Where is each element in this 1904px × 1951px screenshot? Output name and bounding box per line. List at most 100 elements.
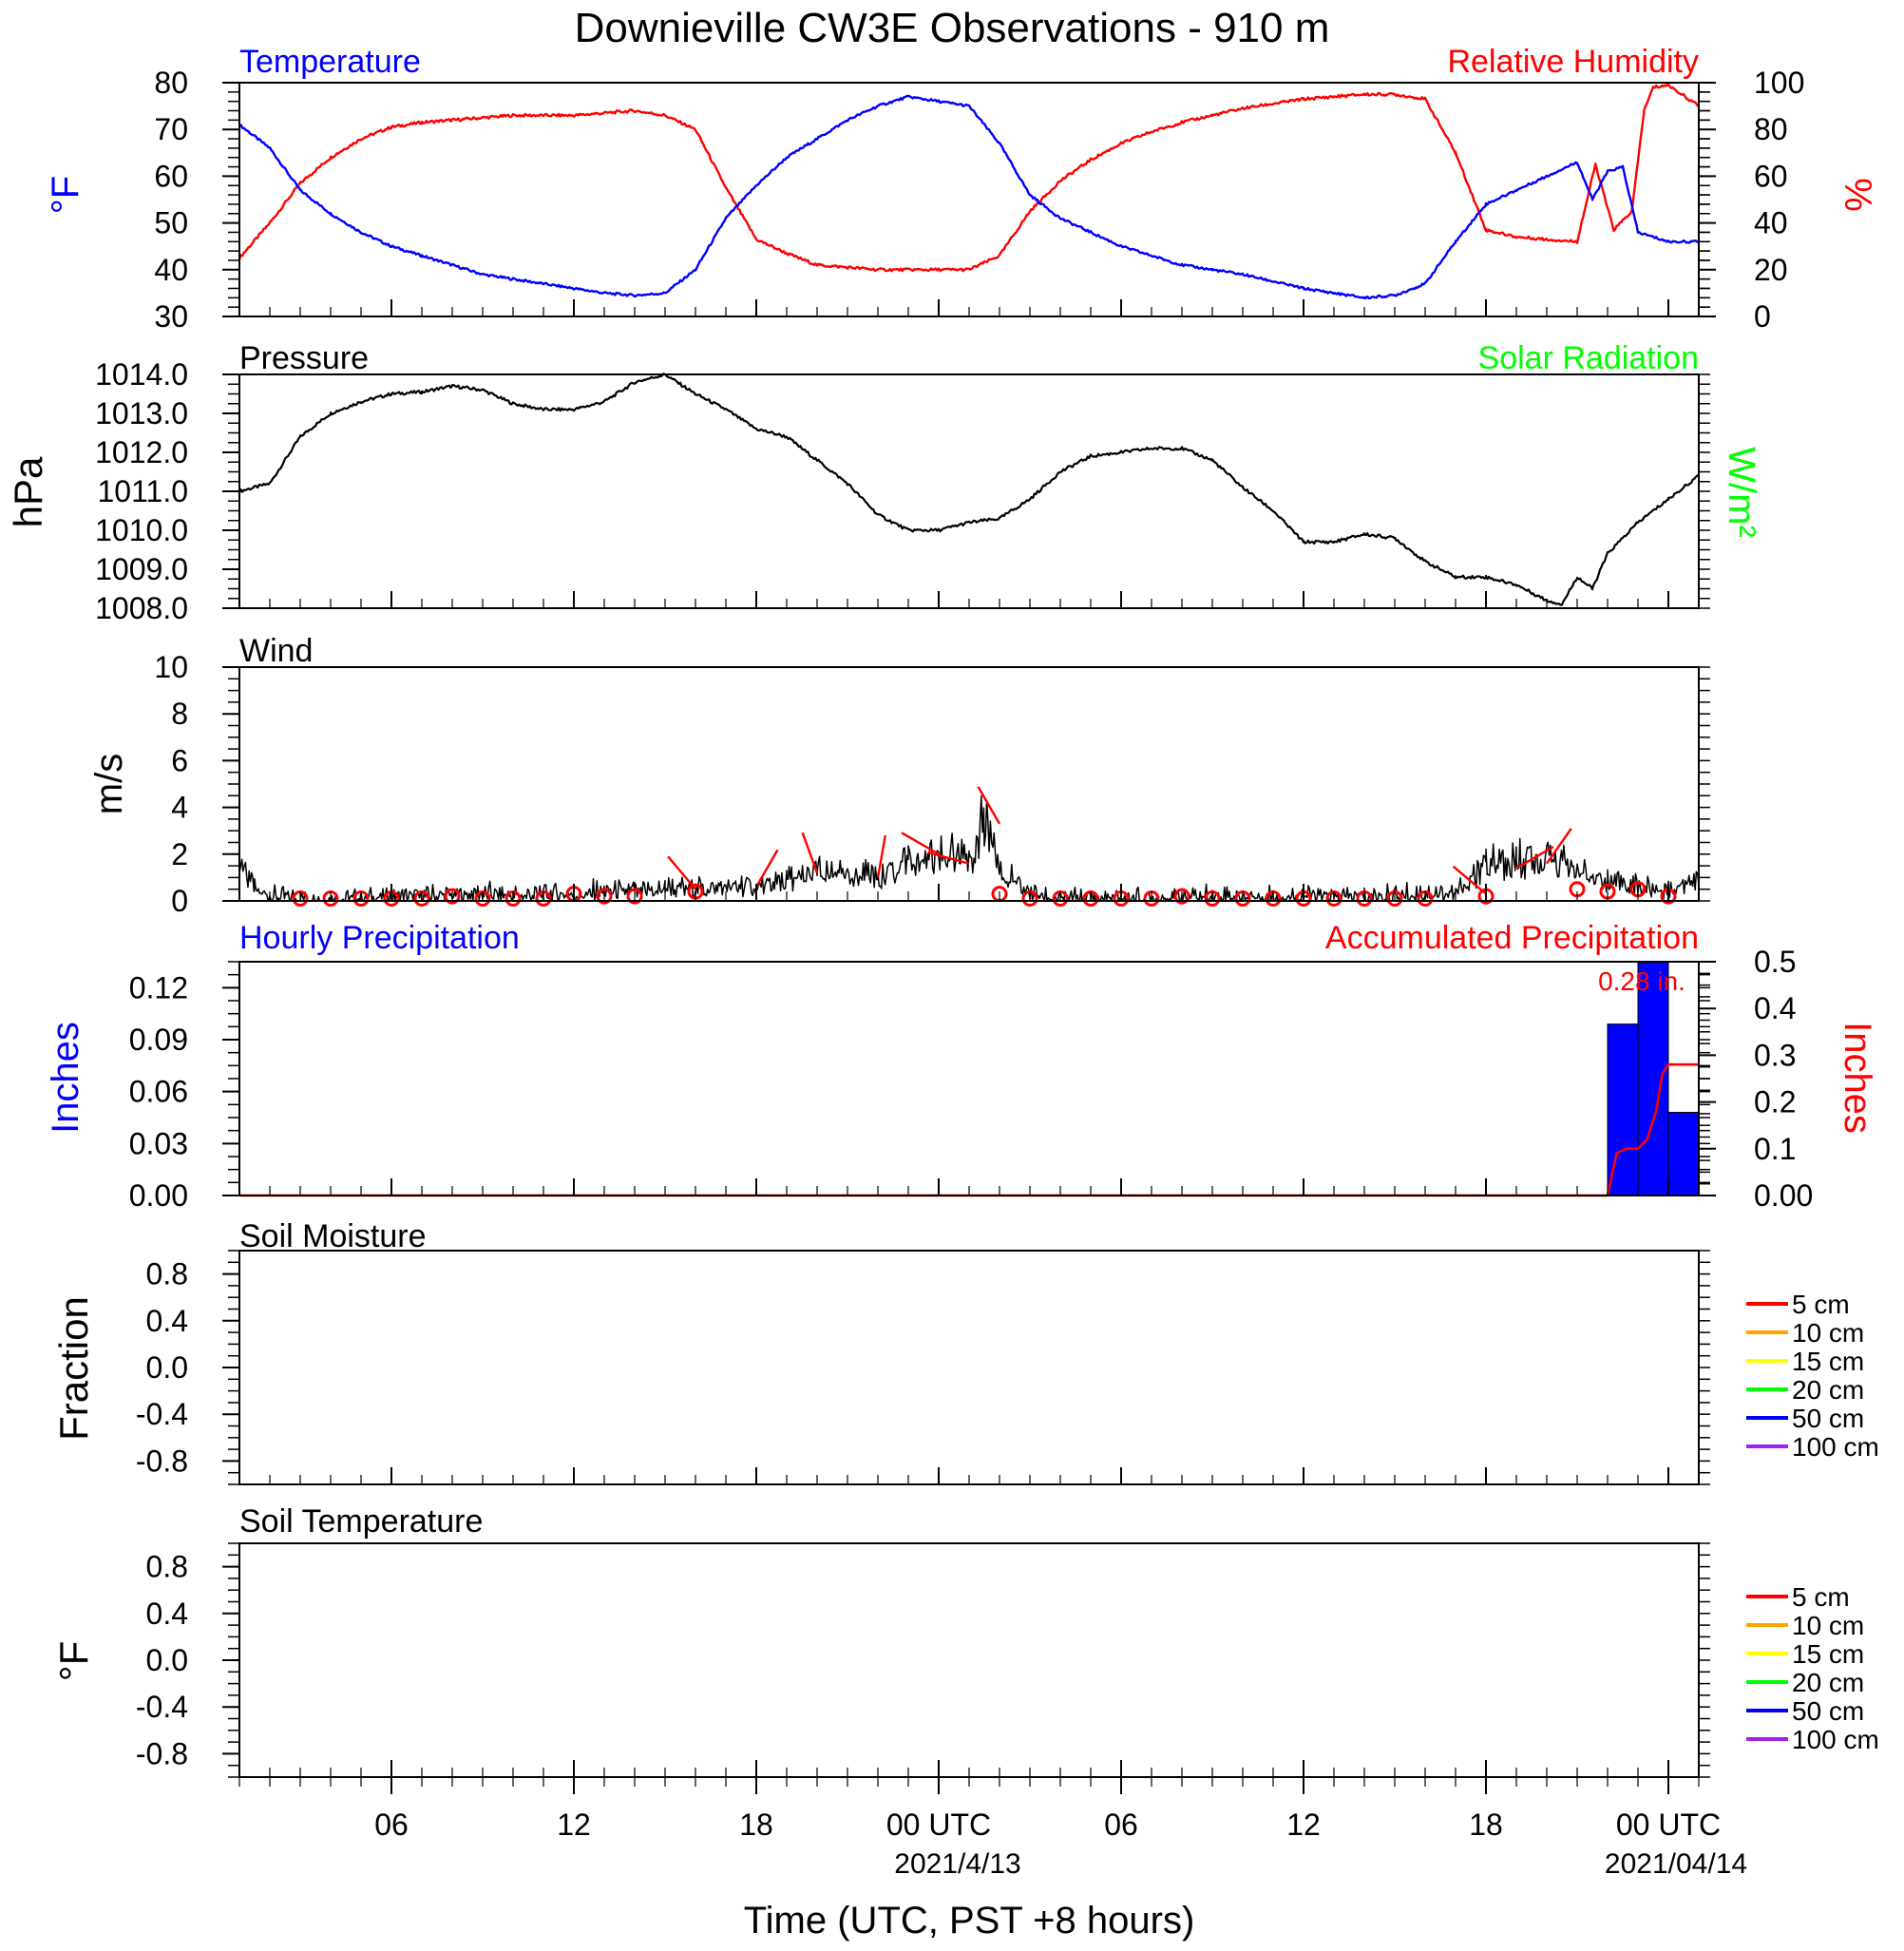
soil-temperature-panel: Soil Temperature -0.8 -0.4 0.0 0.4 0.8 °F 5 …	[51, 1503, 1879, 1778]
humidity-line	[238, 83, 1701, 273]
temp-y-tick-label: 50	[154, 206, 188, 240]
humidity-panel-title: Relative Humidity	[1447, 44, 1699, 80]
p5-y-tick-label: 0.8	[146, 1257, 188, 1291]
x-tick-label: 00 UTC	[886, 1808, 991, 1842]
solar-panel-title: Solar Radiation	[1478, 340, 1699, 376]
x-date-2: 2021/04/14	[1605, 1848, 1747, 1880]
pressure-y-tick-label: 1014.0	[95, 357, 188, 392]
hourly-precip-bar	[1667, 1112, 1700, 1196]
pressure-y-tick-label: 1009.0	[95, 552, 188, 586]
accum-precip-line	[239, 1062, 1699, 1197]
wind-calm-marker	[444, 888, 461, 905]
pressure-y-tick-label: 1010.0	[95, 513, 188, 547]
wind-panel: Wind 0 2 4 6 8 10 m/s	[88, 633, 1710, 918]
wind-calm-marker	[1173, 888, 1190, 905]
wind-barb	[667, 855, 696, 890]
hourly-precip-y-tick-label: 0.09	[129, 1023, 188, 1057]
p5-y-tick-label: 0.4	[146, 1304, 188, 1338]
soil-moisture-panel: Soil Moisture -0.8 -0.4 0.0 0.4 0.8 Fraction…	[51, 1218, 1879, 1485]
pressure-y-tick-label: 1012.0	[95, 435, 188, 469]
temperature-line	[238, 94, 1701, 300]
chart-title: Downieville CW3E Observations - 910 m	[575, 5, 1330, 51]
wind-calm-marker	[596, 888, 613, 905]
wind-y-tick-label: 0	[171, 884, 188, 918]
hourly-precip-bar	[1637, 961, 1669, 1196]
temp-y-tick-label: 40	[154, 253, 188, 287]
wind-barb	[1452, 865, 1487, 895]
rh-y-tick-label: 20	[1754, 253, 1788, 287]
pressure-line	[238, 373, 1701, 606]
accum-precip-y-tick-label: 0.4	[1754, 991, 1796, 1025]
time-axis: 06 12 18 00 UTC 06 12 18 00 UTC	[238, 299, 1721, 1842]
wind-barb	[1546, 828, 1572, 865]
temperature-panel-title: Temperature	[239, 44, 421, 80]
accum-precip-axis-label: Inches	[1837, 1022, 1878, 1134]
wind-barb	[927, 851, 970, 865]
legend-label: 15 cm	[1792, 1639, 1864, 1669]
wind-plot-frame	[238, 666, 1700, 902]
x-axis-title: Time (UTC, PST +8 hours)	[744, 1900, 1195, 1941]
p5-y-tick-label: -0.8	[136, 1444, 188, 1478]
pressure-y-tick-label: 1008.0	[95, 591, 188, 625]
legend-label: 50 cm	[1792, 1404, 1864, 1433]
accum-precip-y-tick-label: 0.3	[1754, 1038, 1796, 1072]
wind-barb	[801, 832, 819, 873]
temp-y-tick-label: 60	[154, 159, 188, 193]
soil-temperature-title: Soil Temperature	[239, 1503, 483, 1540]
p6-y-tick-label: 0.0	[146, 1643, 188, 1677]
accum-precip-title: Accumulated Precipitation	[1325, 920, 1699, 956]
legend-label: 10 cm	[1792, 1318, 1864, 1348]
rh-y-tick-label: 40	[1754, 206, 1788, 240]
hourly-precip-axis-label: Inches	[45, 1022, 86, 1134]
wind-barb	[977, 786, 1001, 825]
wind-barb	[876, 834, 886, 878]
rh-y-tick-label: 100	[1754, 66, 1804, 100]
solar-axis-label: W/m²	[1721, 447, 1762, 538]
legend-label: 20 cm	[1792, 1375, 1864, 1405]
wind-y-tick-label: 6	[171, 743, 188, 777]
precip-plot-frame	[238, 961, 1700, 1196]
pressure-y-tick-label: 1011.0	[98, 474, 189, 508]
wind-y-tick-label: 2	[171, 837, 188, 871]
wind-y-tick-label: 10	[154, 650, 188, 684]
x-tick-label: 18	[739, 1808, 773, 1842]
pressure-axis-label: hPa	[6, 456, 50, 527]
x-tick-label: 06	[1104, 1808, 1138, 1842]
temperature-humidity-panel: Temperature Relative Humidity 30 40 50 60 70…	[45, 44, 1878, 334]
pressure-plot-frame	[238, 373, 1700, 609]
p6-y-tick-label: -0.4	[136, 1690, 188, 1724]
temp-y-tick-label: 30	[154, 299, 188, 334]
p6-y-tick-label: 0.4	[146, 1597, 188, 1631]
p5-y-tick-label: -0.4	[136, 1397, 188, 1431]
x-date-1: 2021/4/13	[894, 1848, 1020, 1880]
wind-axis-label: m/s	[88, 754, 130, 814]
wind-barb	[1515, 846, 1554, 870]
hourly-precip-y-tick-label: 0.00	[129, 1178, 188, 1213]
accum-precip-annotation: 0.28 in.	[1598, 966, 1685, 996]
wind-barb	[754, 849, 779, 888]
precipitation-panel: Hourly Precipitation Accumulated Precipi…	[45, 920, 1878, 1213]
accum-precip-y-tick-label: 0.00	[1754, 1178, 1813, 1213]
wind-speed-line	[238, 795, 1700, 902]
accum-precip-y-tick-label: 0.2	[1754, 1085, 1796, 1119]
rh-y-tick-label: 80	[1754, 112, 1788, 146]
soil-temperature-plot-frame	[238, 1542, 1700, 1778]
wind-y-tick-label: 4	[171, 791, 188, 825]
pressure-panel: Pressure Solar Radiation 1008.0 1009.0 101…	[6, 340, 1762, 625]
x-tick-label: 00 UTC	[1616, 1808, 1721, 1842]
rh-y-tick-label: 60	[1754, 159, 1788, 193]
x-tick-label: 12	[557, 1808, 591, 1842]
x-tick-label: 06	[374, 1808, 409, 1842]
pressure-panel-title: Pressure	[239, 340, 369, 376]
hourly-precip-y-tick-label: 0.06	[129, 1075, 188, 1109]
wind-barb	[901, 832, 940, 855]
x-tick-label: 12	[1286, 1808, 1321, 1842]
wind-y-tick-label: 8	[171, 697, 188, 731]
legend-label: 10 cm	[1792, 1611, 1864, 1640]
hourly-precip-y-tick-label: 0.03	[129, 1126, 188, 1160]
p6-y-tick-label: -0.8	[136, 1736, 188, 1770]
legend-label: 15 cm	[1792, 1347, 1864, 1376]
legend-label: 100 cm	[1792, 1432, 1879, 1462]
soil-moisture-title: Soil Moisture	[239, 1218, 427, 1254]
